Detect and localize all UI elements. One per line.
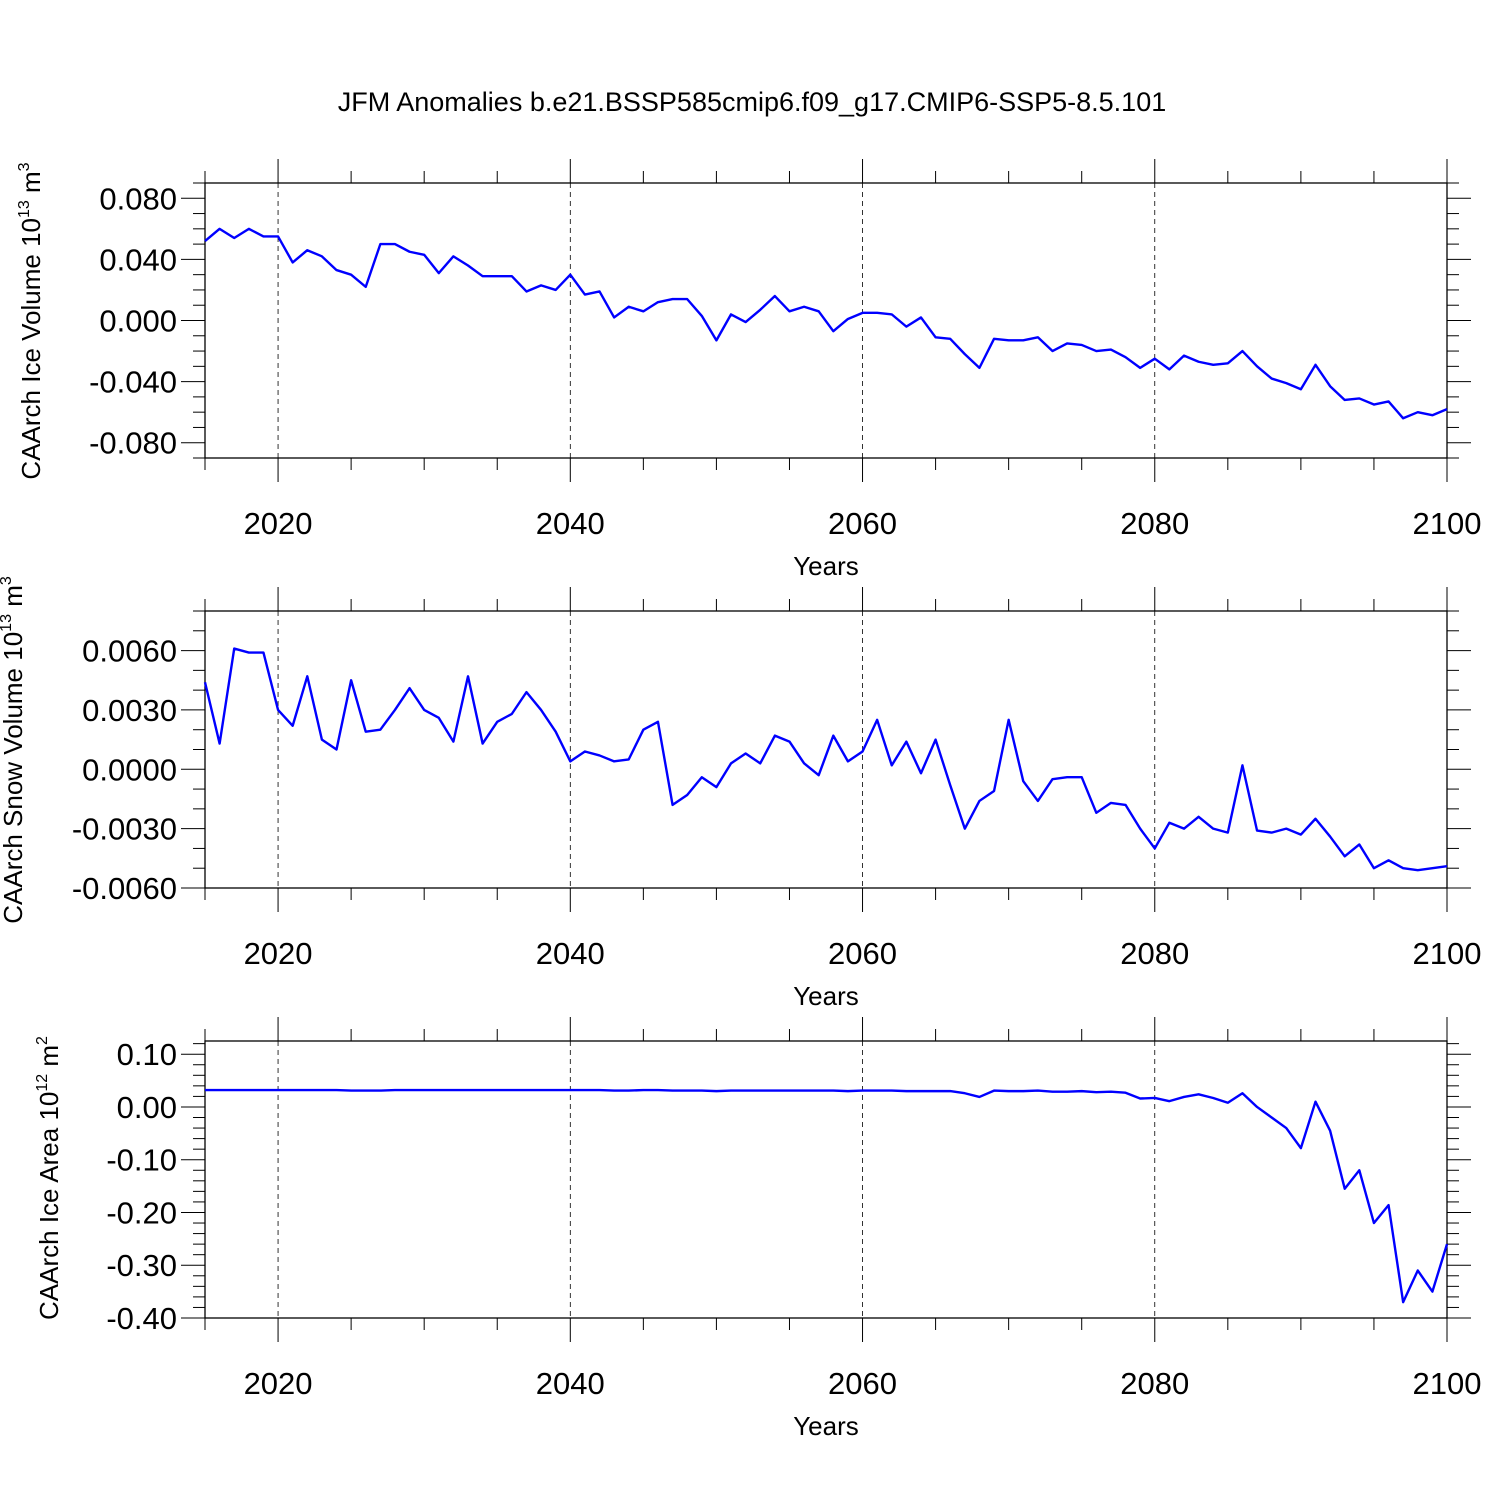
y-axis-title: CAArch Snow Volume 1013 m3 bbox=[0, 576, 28, 924]
chart-panel-3: -0.40 -0.30 -0.20 -0.10 0.00 0.10 2020 2040 2060… bbox=[34, 1017, 1481, 1441]
figure-title: JFM Anomalies b.e21.BSSP585cmip6.f09_g17… bbox=[338, 87, 1166, 117]
x-tick-label: 2080 bbox=[1120, 506, 1189, 541]
chart-panel-1: -0.080 -0.040 0.000 0.040 0.080 2020 2040 2060 2… bbox=[16, 159, 1481, 581]
y-axis-title-unit: m bbox=[34, 1045, 64, 1074]
x-tick-label: 2040 bbox=[536, 936, 605, 971]
x-tick-label: 2040 bbox=[536, 506, 605, 541]
y-tick-label: -0.20 bbox=[106, 1195, 177, 1230]
x-tick-label: 2060 bbox=[828, 936, 897, 971]
x-axis-title: Years bbox=[793, 981, 859, 1011]
y-axis-title-unit-exponent: 3 bbox=[16, 162, 33, 171]
x-tick-label: 2080 bbox=[1120, 1366, 1189, 1401]
x-axis-title: Years bbox=[793, 1411, 859, 1441]
y-axis-title-text: CAArch Snow Volume 10 bbox=[0, 632, 28, 924]
y-axis-title-unit-exponent: 2 bbox=[34, 1036, 51, 1045]
y-tick-label: -0.0030 bbox=[72, 812, 177, 847]
plot-frame bbox=[204, 1040, 1448, 1319]
x-tick-label: 2100 bbox=[1413, 1366, 1482, 1401]
y-tick-label: 0.10 bbox=[117, 1037, 177, 1072]
y-tick-label: -0.40 bbox=[106, 1301, 177, 1336]
y-axis-title-text: CAArch Ice Area 10 bbox=[34, 1092, 64, 1320]
y-tick-label: 0.0060 bbox=[82, 634, 177, 669]
y-tick-label: -0.040 bbox=[89, 365, 177, 400]
y-tick-label: 0.040 bbox=[99, 242, 177, 277]
x-tick-label: 2060 bbox=[828, 506, 897, 541]
y-tick-label: 0.0030 bbox=[82, 693, 177, 728]
series-line bbox=[205, 1088, 1449, 1304]
y-axis-title-exponent: 12 bbox=[34, 1074, 51, 1092]
y-tick-label: 0.0000 bbox=[82, 752, 177, 787]
y-tick-label: 0.000 bbox=[99, 304, 177, 339]
y-tick-label: -0.10 bbox=[106, 1143, 177, 1178]
plot-frame bbox=[204, 610, 1448, 889]
y-axis-title-unit: m bbox=[16, 171, 46, 200]
x-axis-title: Years bbox=[793, 551, 859, 581]
y-tick-label: 0.00 bbox=[117, 1090, 177, 1125]
x-tick-label: 2020 bbox=[244, 936, 313, 971]
x-tick-label: 2020 bbox=[244, 506, 313, 541]
x-tick-label: 2040 bbox=[536, 1366, 605, 1401]
series-line bbox=[204, 227, 1448, 420]
y-axis-title-text: CAArch Ice Volume 10 bbox=[16, 218, 46, 480]
chart-panel-2: -0.0060 -0.0030 0.0000 0.0030 0.0060 2020 2040… bbox=[0, 576, 1481, 1011]
y-axis-title: CAArch Ice Volume 1013 m3 bbox=[16, 162, 46, 479]
y-axis-title-exponent: 13 bbox=[0, 614, 15, 632]
y-axis-title: CAArch Ice Area 1012 m2 bbox=[34, 1036, 64, 1320]
x-tick-label: 2020 bbox=[244, 1366, 313, 1401]
y-axis-title-exponent: 13 bbox=[16, 200, 33, 218]
x-tick-label: 2100 bbox=[1413, 936, 1482, 971]
x-tick-label: 2100 bbox=[1413, 506, 1482, 541]
y-tick-label: -0.0060 bbox=[72, 871, 177, 906]
panels: -0.080 -0.040 0.000 0.040 0.080 2020 2040 2060 2… bbox=[0, 159, 1481, 1441]
x-tick-label: 2080 bbox=[1120, 936, 1189, 971]
y-axis-title-unit: m bbox=[0, 585, 28, 614]
y-tick-label: 0.080 bbox=[99, 181, 177, 216]
y-tick-label: -0.30 bbox=[106, 1248, 177, 1283]
y-tick-label: -0.080 bbox=[89, 426, 177, 461]
x-tick-label: 2060 bbox=[828, 1366, 897, 1401]
series-line bbox=[203, 647, 1448, 872]
y-axis-title-unit-exponent: 3 bbox=[0, 576, 15, 585]
